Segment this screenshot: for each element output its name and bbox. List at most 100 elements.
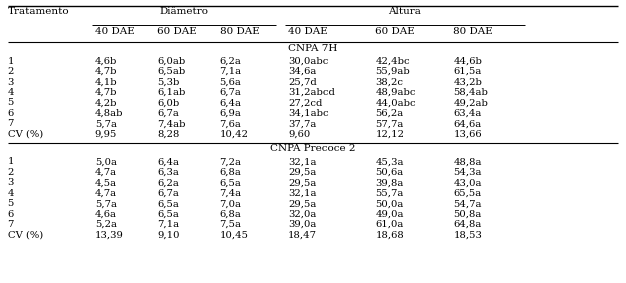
Text: 6,7a: 6,7a	[157, 109, 179, 118]
Text: 4,5a: 4,5a	[95, 178, 117, 187]
Text: 60 DAE: 60 DAE	[376, 27, 415, 36]
Text: 39,0a: 39,0a	[288, 220, 317, 229]
Text: 2: 2	[8, 168, 14, 177]
Text: 57,7a: 57,7a	[376, 119, 404, 128]
Text: 4,7a: 4,7a	[95, 168, 117, 177]
Text: 7,4a: 7,4a	[220, 189, 242, 198]
Text: 13,39: 13,39	[95, 231, 124, 240]
Text: 34,1abc: 34,1abc	[288, 109, 329, 118]
Text: 5,6a: 5,6a	[220, 78, 242, 87]
Text: 50,0a: 50,0a	[376, 199, 404, 208]
Text: 4: 4	[8, 88, 14, 97]
Text: 6,0ab: 6,0ab	[157, 57, 185, 66]
Text: 32,1a: 32,1a	[288, 189, 317, 198]
Text: 6,4a: 6,4a	[157, 157, 179, 166]
Text: 1: 1	[8, 157, 14, 166]
Text: 48,9abc: 48,9abc	[376, 88, 416, 97]
Text: 64,8a: 64,8a	[453, 220, 481, 229]
Text: 40 DAE: 40 DAE	[95, 27, 135, 36]
Text: 7,6a: 7,6a	[220, 119, 242, 128]
Text: 5,2a: 5,2a	[95, 220, 117, 229]
Text: 4: 4	[8, 189, 14, 198]
Text: 65,5a: 65,5a	[453, 189, 481, 198]
Text: 4,1b: 4,1b	[95, 78, 118, 87]
Text: 4,6b: 4,6b	[95, 57, 117, 66]
Text: 58,4ab: 58,4ab	[453, 88, 488, 97]
Text: 4,7a: 4,7a	[95, 189, 117, 198]
Text: 50,6a: 50,6a	[376, 168, 404, 177]
Text: 6: 6	[8, 109, 14, 118]
Text: 54,7a: 54,7a	[453, 199, 482, 208]
Text: 7: 7	[8, 119, 14, 128]
Text: 30,0abc: 30,0abc	[288, 57, 329, 66]
Text: 37,7a: 37,7a	[288, 119, 317, 128]
Text: 44,6b: 44,6b	[453, 57, 482, 66]
Text: 38,2c: 38,2c	[376, 78, 403, 87]
Text: 18,68: 18,68	[376, 231, 404, 240]
Text: 40 DAE: 40 DAE	[288, 27, 328, 36]
Text: 4,7b: 4,7b	[95, 67, 117, 76]
Text: 5: 5	[8, 199, 14, 208]
Text: 80 DAE: 80 DAE	[453, 27, 493, 36]
Text: 6,8a: 6,8a	[220, 168, 242, 177]
Text: 25,7d: 25,7d	[288, 78, 317, 87]
Text: 7,5a: 7,5a	[220, 220, 242, 229]
Text: 45,3a: 45,3a	[376, 157, 404, 166]
Text: 42,4bc: 42,4bc	[376, 57, 410, 66]
Text: 9,95: 9,95	[95, 130, 117, 139]
Text: 6,7a: 6,7a	[157, 189, 179, 198]
Text: 34,6a: 34,6a	[288, 67, 317, 76]
Text: 9,60: 9,60	[288, 130, 310, 139]
Text: 1: 1	[8, 57, 14, 66]
Text: 64,6a: 64,6a	[453, 119, 481, 128]
Text: CV (%): CV (%)	[8, 130, 43, 139]
Text: 5: 5	[8, 98, 14, 108]
Text: 80 DAE: 80 DAE	[220, 27, 259, 36]
Text: 39,8a: 39,8a	[376, 178, 404, 187]
Text: CNPA Precoce 2: CNPA Precoce 2	[270, 144, 356, 153]
Text: 32,1a: 32,1a	[288, 157, 317, 166]
Text: 7: 7	[8, 220, 14, 229]
Text: Altura: Altura	[389, 7, 421, 16]
Text: 7,0a: 7,0a	[220, 199, 242, 208]
Text: 10,42: 10,42	[220, 130, 249, 139]
Text: 55,9ab: 55,9ab	[376, 67, 410, 76]
Text: 4,2b: 4,2b	[95, 98, 117, 108]
Text: 43,0a: 43,0a	[453, 178, 482, 187]
Text: 6,8a: 6,8a	[220, 210, 242, 219]
Text: 55,7a: 55,7a	[376, 189, 404, 198]
Text: 44,0abc: 44,0abc	[376, 98, 416, 108]
Text: 4,7b: 4,7b	[95, 88, 117, 97]
Text: 18,47: 18,47	[288, 231, 317, 240]
Text: 54,3a: 54,3a	[453, 168, 482, 177]
Text: 61,5a: 61,5a	[453, 67, 481, 76]
Text: 6,7a: 6,7a	[220, 88, 242, 97]
Text: 29,5a: 29,5a	[288, 178, 317, 187]
Text: 6,9a: 6,9a	[220, 109, 242, 118]
Text: 6,3a: 6,3a	[157, 168, 179, 177]
Text: 10,45: 10,45	[220, 231, 249, 240]
Text: 60 DAE: 60 DAE	[157, 27, 197, 36]
Text: 27,2cd: 27,2cd	[288, 98, 322, 108]
Text: 31,2abcd: 31,2abcd	[288, 88, 335, 97]
Text: 29,5a: 29,5a	[288, 199, 317, 208]
Text: 6: 6	[8, 210, 14, 219]
Text: 49,0a: 49,0a	[376, 210, 404, 219]
Text: Tratamento: Tratamento	[8, 7, 69, 16]
Text: 4,8ab: 4,8ab	[95, 109, 123, 118]
Text: 6,5a: 6,5a	[157, 199, 179, 208]
Text: Diâmetro: Diâmetro	[159, 7, 208, 16]
Text: 6,1ab: 6,1ab	[157, 88, 185, 97]
Text: 48,8a: 48,8a	[453, 157, 482, 166]
Text: 12,12: 12,12	[376, 130, 404, 139]
Text: 6,5a: 6,5a	[157, 210, 179, 219]
Text: 6,5a: 6,5a	[220, 178, 242, 187]
Text: 4,6a: 4,6a	[95, 210, 117, 219]
Text: CV (%): CV (%)	[8, 231, 43, 240]
Text: 8,28: 8,28	[157, 130, 180, 139]
Text: 6,2a: 6,2a	[220, 57, 242, 66]
Text: 61,0a: 61,0a	[376, 220, 404, 229]
Text: 32,0a: 32,0a	[288, 210, 317, 219]
Text: 6,4a: 6,4a	[220, 98, 242, 108]
Text: 50,8a: 50,8a	[453, 210, 481, 219]
